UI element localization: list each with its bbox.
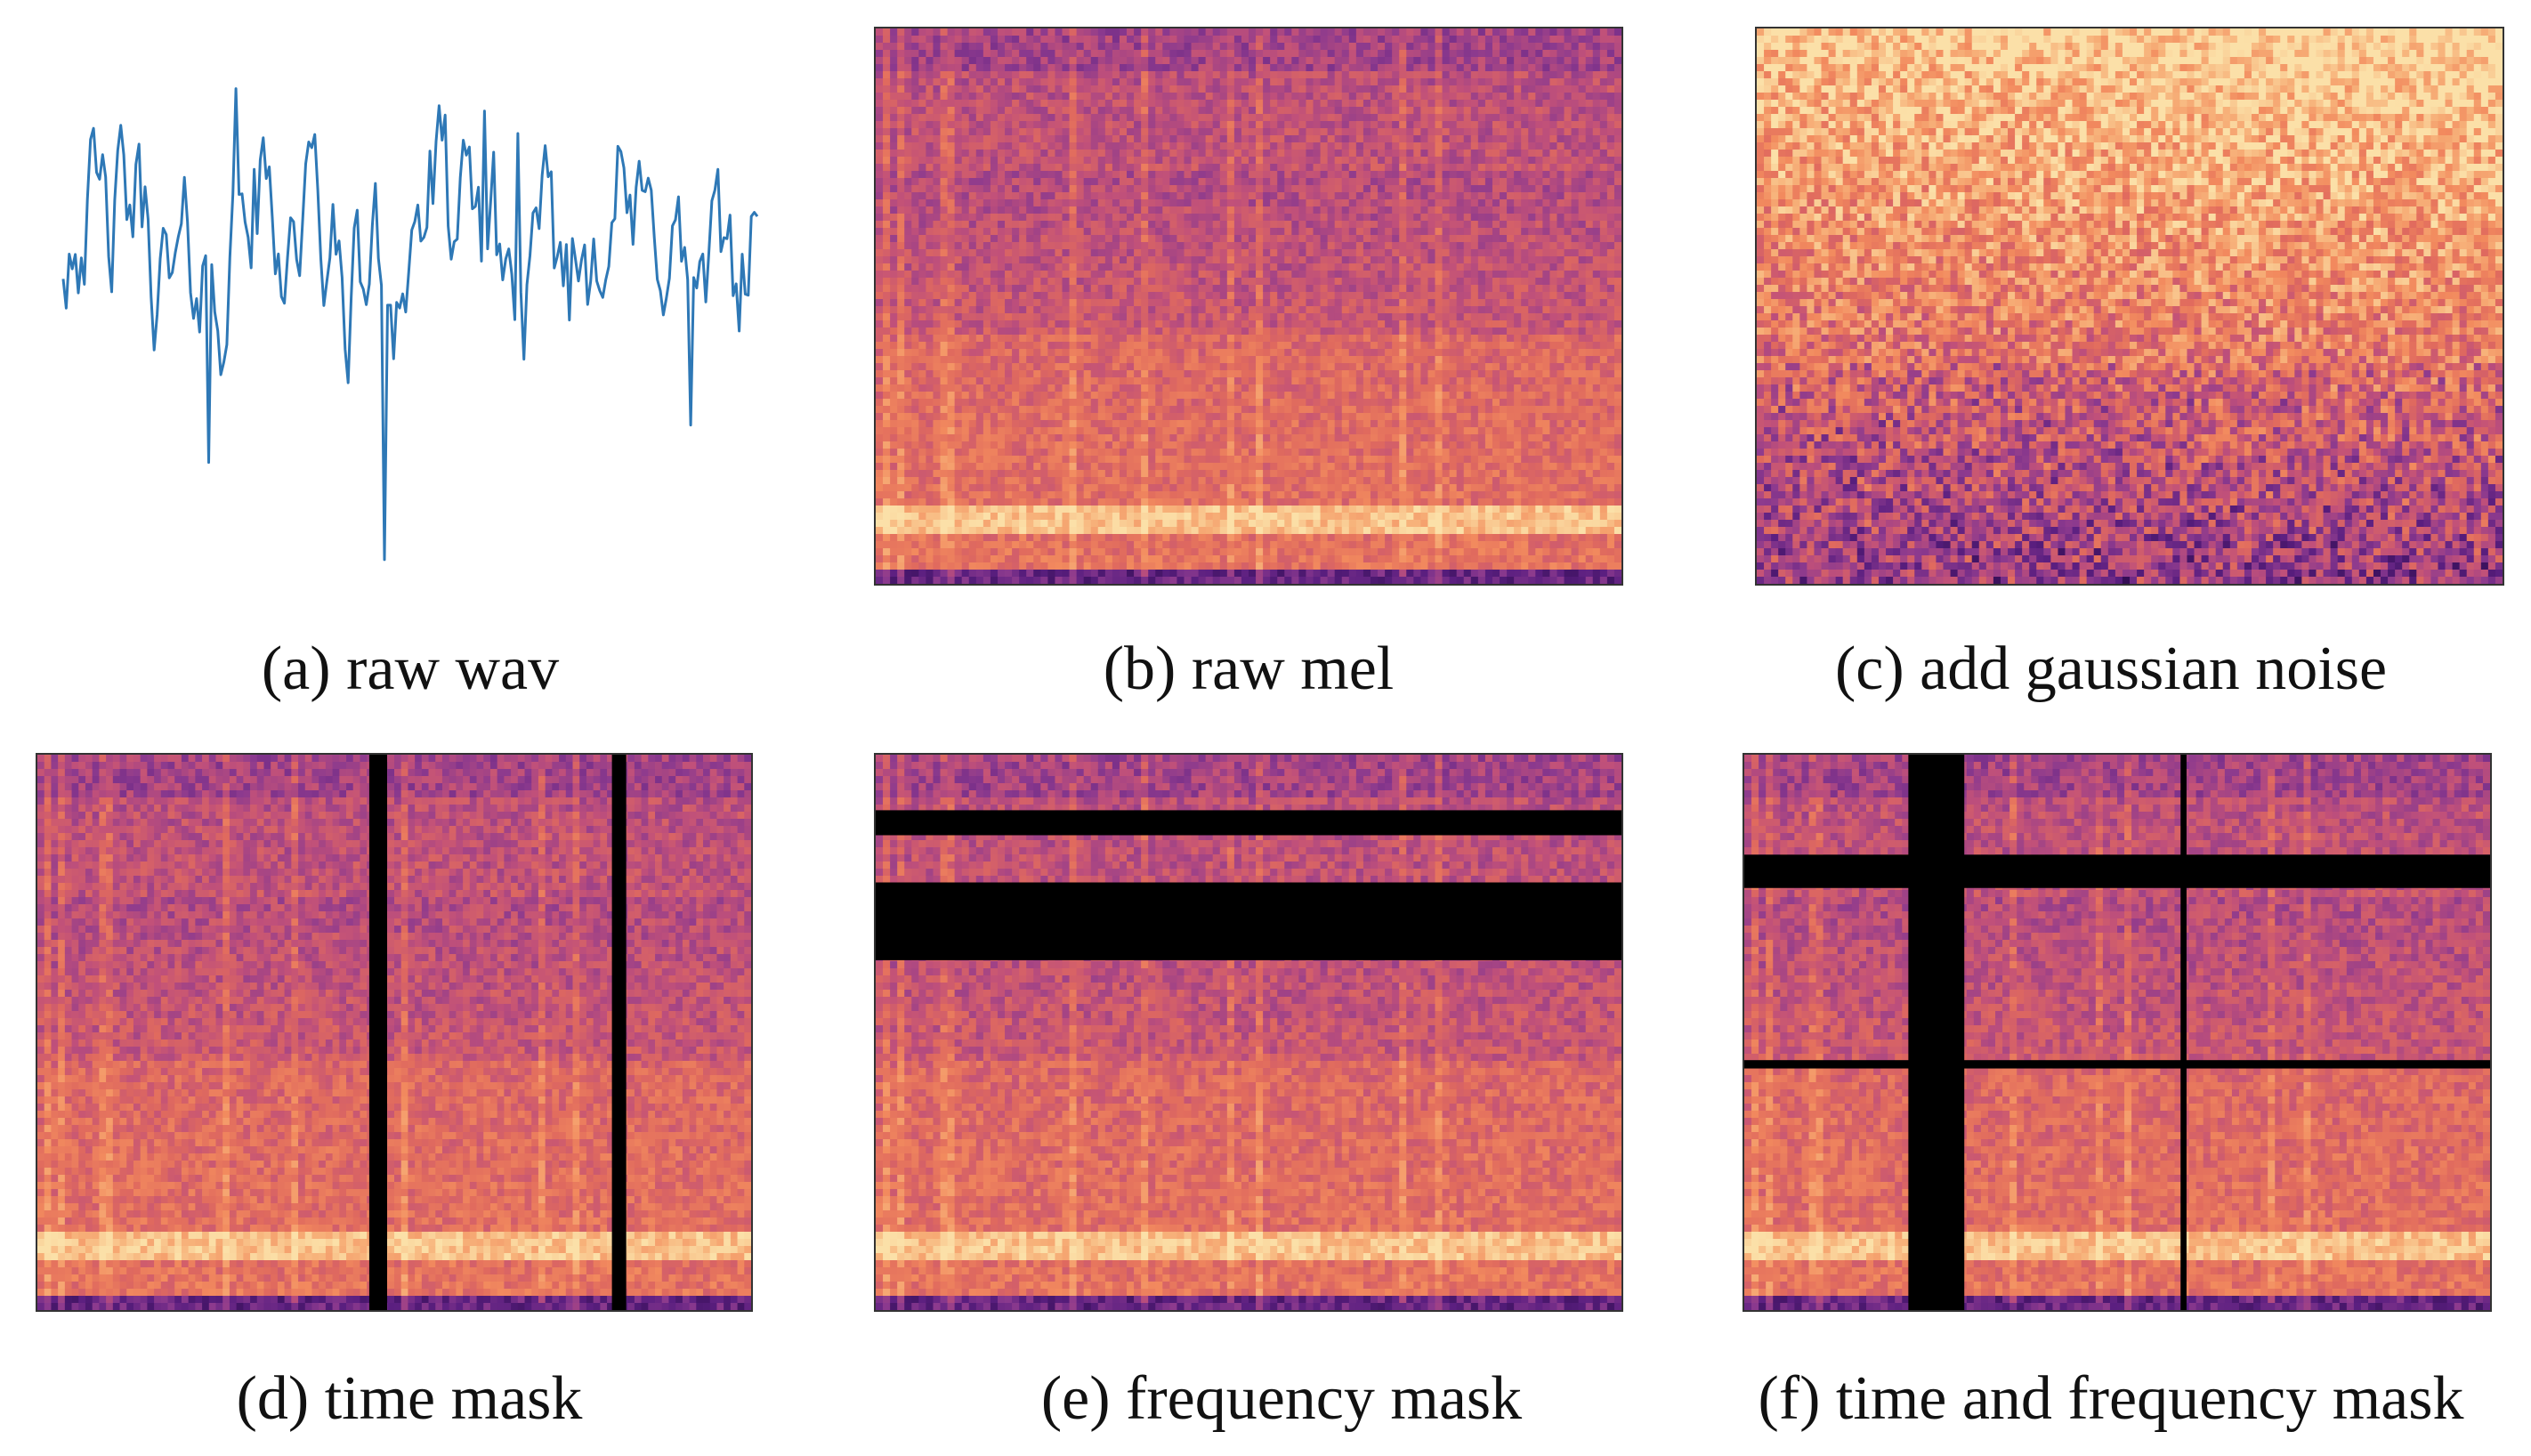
spectrogram-svg <box>876 28 1621 584</box>
spectrogram-frequency-mask <box>874 753 1623 1312</box>
frequency-mask-band-2 <box>1744 1060 2490 1069</box>
frequency-mask-band-2 <box>876 882 1621 960</box>
caption-a: (a) raw wav <box>59 634 762 705</box>
spectrogram-cells <box>1744 755 2490 1310</box>
spectrogram-svg <box>37 755 751 1310</box>
spectrogram-svg <box>1757 28 2503 584</box>
time-mask-band-1 <box>368 755 387 1310</box>
waveform-line <box>61 87 759 562</box>
spectrogram-time-frequency-mask <box>1743 753 2492 1312</box>
caption-d: (d) time mask <box>36 1363 783 1435</box>
time-mask-band-2 <box>2180 755 2187 1310</box>
time-mask-band-1 <box>1908 755 1965 1310</box>
caption-c: (c) add gaussian noise <box>1691 634 2531 705</box>
caption-b: (b) raw mel <box>874 634 1623 705</box>
time-mask-band-2 <box>611 755 627 1310</box>
frequency-mask-band-1 <box>1744 854 2490 888</box>
spectrogram-cells <box>876 28 1621 584</box>
caption-f: (f) time and frequency mask <box>1691 1363 2531 1435</box>
spectrogram-svg <box>1744 755 2490 1310</box>
frequency-mask-band-1 <box>876 810 1621 836</box>
spectrogram-time-mask <box>36 753 753 1312</box>
caption-e: (e) frequency mask <box>926 1363 1637 1435</box>
spectrogram-raw-mel <box>874 27 1623 586</box>
spectrogram-cells <box>1757 28 2503 584</box>
spectrogram-svg <box>876 755 1621 1310</box>
waveform-svg <box>61 87 759 562</box>
spectrogram-cells <box>37 755 751 1310</box>
waveform-plot <box>59 43 762 577</box>
spectrogram-cells <box>876 755 1621 1310</box>
spectrogram-gaussian-noise <box>1755 27 2504 586</box>
